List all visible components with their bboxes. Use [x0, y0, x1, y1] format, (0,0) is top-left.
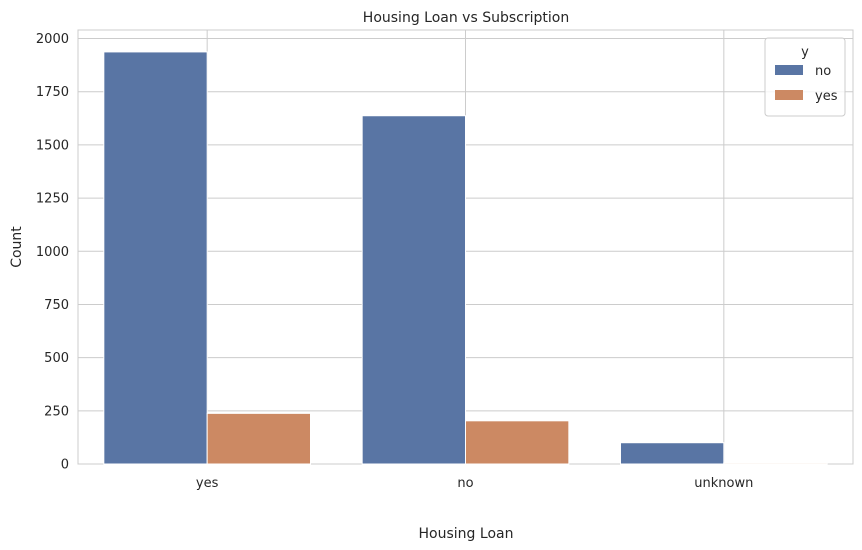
bar-unknown-yes [723, 462, 828, 465]
bar-no-no [361, 115, 466, 465]
y-tick-label: 1000 [36, 245, 69, 260]
x-axis-label: Housing Loan [419, 526, 514, 542]
y-tick-label: 1750 [36, 85, 69, 100]
x-tick-label-yes: yes [196, 476, 219, 491]
x-axis-ticks: yes no unknown [196, 476, 753, 491]
y-tick-label: 2000 [36, 32, 69, 47]
y-tick-label: 750 [44, 298, 69, 313]
y-axis-ticks: 0 250 500 750 1000 1250 1500 1750 2000 [36, 32, 69, 472]
bar-yes-yes [206, 412, 312, 465]
x-tick-label-no: no [457, 476, 473, 491]
legend: y no yes [764, 37, 846, 117]
bar-yes-no [103, 51, 208, 465]
bar-no-yes [465, 420, 570, 465]
chart-title: Housing Loan vs Subscription [363, 10, 569, 26]
y-tick-label: 500 [44, 351, 69, 366]
legend-swatch-no [775, 65, 803, 75]
y-tick-label: 1500 [36, 138, 69, 153]
y-tick-label: 1250 [36, 192, 69, 207]
legend-label-yes: yes [815, 89, 838, 104]
y-axis-label: Count [9, 226, 25, 268]
bar-unknown-no [620, 442, 725, 465]
legend-swatch-yes [775, 90, 803, 100]
legend-title: y [801, 45, 809, 60]
legend-label-no: no [815, 64, 831, 79]
y-tick-label: 0 [61, 458, 69, 473]
bars [103, 51, 828, 465]
x-tick-label-unknown: unknown [694, 476, 753, 491]
y-tick-label: 250 [44, 404, 69, 419]
